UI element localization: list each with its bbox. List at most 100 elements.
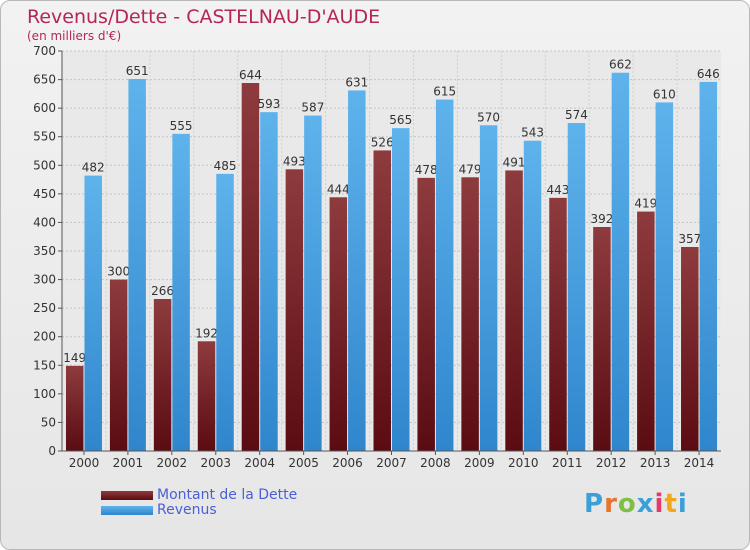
x-tick-label: 2011 — [552, 456, 583, 470]
x-tick-label: 2005 — [288, 456, 319, 470]
data-label-debt: 444 — [327, 182, 350, 196]
bar-revenus — [611, 72, 630, 451]
data-label-debt: 266 — [151, 284, 174, 298]
x-tick-label: 2006 — [332, 456, 363, 470]
data-label-revenus: 651 — [126, 64, 149, 78]
y-tick-label: 650 — [33, 73, 56, 87]
data-label-revenus: 587 — [301, 101, 324, 115]
logo-letter: o — [617, 489, 637, 519]
bar-revenus — [260, 112, 278, 452]
y-tick-label: 500 — [33, 158, 56, 172]
grid — [62, 50, 721, 452]
bar-revenus — [84, 175, 102, 452]
data-label-debt: 192 — [195, 326, 218, 340]
logo-letter: r — [604, 489, 618, 519]
x-tick-label: 2000 — [69, 456, 100, 470]
bar-debt — [681, 247, 699, 451]
y-tick-label: 600 — [33, 101, 56, 115]
x-tick-label: 2013 — [640, 456, 671, 470]
bar-debt — [329, 197, 348, 451]
bar-revenus — [216, 173, 234, 451]
x-tick-label: 2002 — [157, 456, 188, 470]
x-tick-label: 2003 — [200, 456, 231, 470]
data-label-revenus: 543 — [521, 126, 544, 140]
x-tick-label: 2004 — [244, 456, 275, 470]
x-tick-label: 2010 — [508, 456, 539, 470]
data-label-revenus: 555 — [170, 119, 193, 133]
bar-debt — [241, 83, 260, 451]
data-label-revenus: 615 — [433, 85, 456, 99]
legend-label-revenus: Revenus — [157, 502, 217, 518]
bar-debt — [549, 197, 567, 451]
y-tick-label: 450 — [33, 187, 56, 201]
bar-debt — [197, 341, 216, 451]
bar-revenus — [435, 99, 454, 452]
data-label-debt: 526 — [371, 135, 394, 149]
x-tick-label: 2007 — [376, 456, 407, 470]
y-tick-label: 50 — [41, 415, 56, 429]
y-tick-label: 0 — [48, 444, 56, 458]
legend-swatch-debt — [101, 491, 153, 500]
bar-revenus — [479, 125, 498, 452]
x-tick-label: 2012 — [596, 456, 627, 470]
data-label-revenus: 646 — [697, 67, 720, 81]
data-label-debt: 478 — [415, 163, 438, 177]
y-tick-label: 350 — [33, 244, 56, 258]
bar-revenus — [392, 128, 410, 451]
proxiti-logo: Proxiti — [584, 489, 688, 519]
y-tick-label: 700 — [33, 44, 56, 58]
x-tick-label: 2014 — [684, 456, 715, 470]
y-tick-label: 300 — [33, 273, 56, 287]
axes: 0 50 100 150 200 250 300 350 400 450 500 550 600 650 7… — [33, 44, 721, 470]
bar-revenus — [348, 90, 366, 451]
data-label-revenus: 570 — [477, 110, 500, 124]
data-label-revenus: 662 — [609, 58, 632, 72]
bar-debt — [461, 177, 479, 452]
logo-letter: x — [636, 489, 655, 519]
bar-revenus — [523, 140, 542, 451]
data-label-debt: 493 — [283, 154, 306, 168]
bar-revenus — [172, 133, 190, 451]
bar-revenus — [128, 79, 146, 451]
bar-debt — [417, 177, 435, 451]
bar-debt — [109, 279, 128, 451]
data-label-debt: 149 — [63, 351, 86, 365]
y-tick-label: 400 — [33, 215, 56, 229]
y-tick-label: 550 — [33, 130, 56, 144]
bar-debt — [505, 170, 523, 451]
bar-debt — [285, 169, 304, 452]
x-tick-label: 2001 — [113, 456, 144, 470]
data-label-debt: 419 — [634, 197, 657, 211]
data-label-revenus: 574 — [565, 108, 588, 122]
bar-revenus — [699, 81, 718, 451]
data-label-revenus: 482 — [82, 161, 105, 175]
logo-letter: t — [664, 489, 678, 519]
legend-label-debt: Montant de la Dette — [157, 487, 298, 503]
data-label-debt: 300 — [107, 265, 130, 279]
chart-subtitle: (en milliers d'€) — [27, 29, 122, 43]
bar-debt — [153, 299, 172, 451]
data-label-revenus: 593 — [257, 97, 280, 111]
data-label-debt: 357 — [678, 232, 701, 246]
bar-revenus — [304, 115, 322, 452]
x-tick-label: 2008 — [420, 456, 451, 470]
bar-debt — [65, 365, 84, 451]
data-label-debt: 644 — [239, 68, 262, 82]
logo-letter: i — [654, 489, 665, 519]
legend-swatch-revenus — [101, 506, 153, 515]
x-tick-label: 2009 — [464, 456, 495, 470]
chart-title: Revenus/Dette - CASTELNAU-D'AUDE — [27, 6, 381, 28]
bar-revenus — [567, 123, 586, 451]
data-label-revenus: 565 — [389, 113, 412, 127]
bar-debt — [373, 150, 391, 451]
data-label-debt: 491 — [503, 155, 526, 169]
data-label-revenus: 485 — [214, 159, 237, 173]
bar-revenus — [655, 102, 674, 451]
data-label-debt: 479 — [459, 162, 482, 176]
data-label-revenus: 631 — [345, 75, 368, 89]
data-label-debt: 443 — [547, 183, 570, 197]
bar-debt — [637, 211, 655, 451]
logo-letter: i — [677, 489, 688, 519]
